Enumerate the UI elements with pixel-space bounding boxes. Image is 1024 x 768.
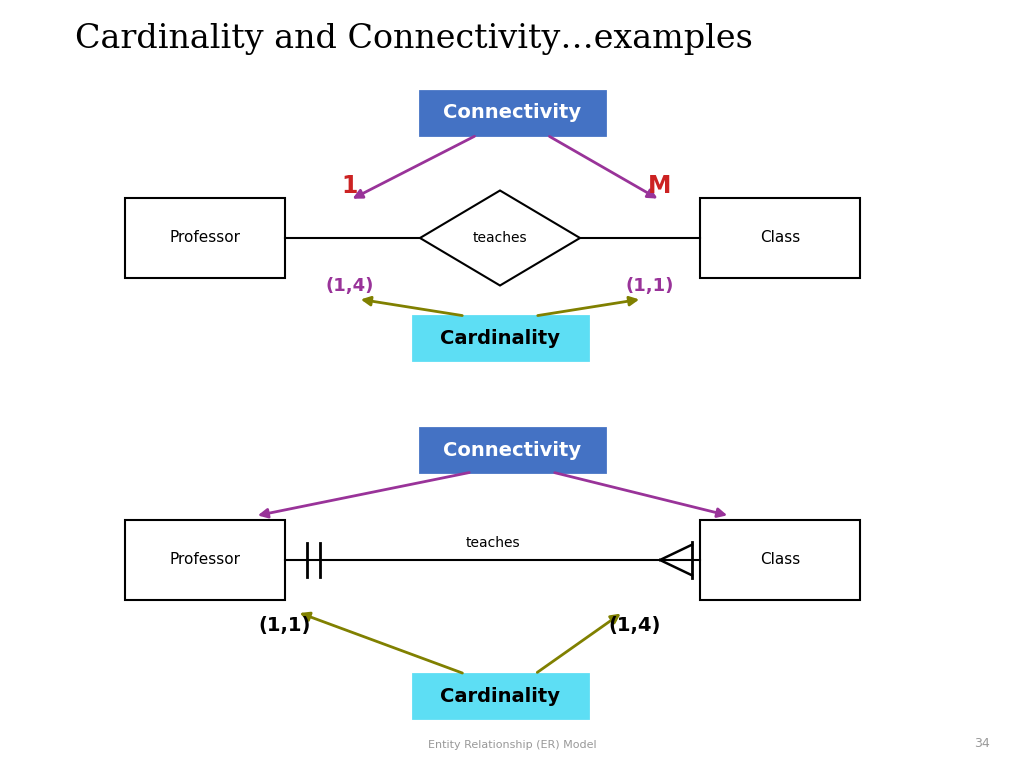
Text: Cardinality: Cardinality <box>440 329 560 347</box>
Text: Connectivity: Connectivity <box>443 104 581 123</box>
Text: teaches: teaches <box>465 536 520 550</box>
Text: Professor: Professor <box>170 552 241 568</box>
FancyBboxPatch shape <box>413 316 588 360</box>
Text: Professor: Professor <box>170 230 241 246</box>
Text: Cardinality and Connectivity…examples: Cardinality and Connectivity…examples <box>75 23 753 55</box>
FancyBboxPatch shape <box>700 520 860 600</box>
Text: (1,4): (1,4) <box>326 277 374 295</box>
Text: 34: 34 <box>974 737 990 750</box>
FancyBboxPatch shape <box>420 91 604 135</box>
Text: teaches: teaches <box>473 231 527 245</box>
FancyBboxPatch shape <box>125 520 285 600</box>
Text: (1,1): (1,1) <box>259 616 311 635</box>
Text: Class: Class <box>760 230 800 246</box>
Text: 1: 1 <box>342 174 358 198</box>
Text: Entity Relationship (ER) Model: Entity Relationship (ER) Model <box>428 740 596 750</box>
FancyBboxPatch shape <box>420 428 604 472</box>
FancyBboxPatch shape <box>700 198 860 278</box>
Text: Class: Class <box>760 552 800 568</box>
Text: (1,1): (1,1) <box>626 277 674 295</box>
Text: (1,4): (1,4) <box>609 616 662 635</box>
Text: Cardinality: Cardinality <box>440 687 560 706</box>
FancyBboxPatch shape <box>413 674 588 718</box>
FancyBboxPatch shape <box>125 198 285 278</box>
Polygon shape <box>420 190 580 286</box>
Text: M: M <box>648 174 672 198</box>
Text: Connectivity: Connectivity <box>443 441 581 459</box>
